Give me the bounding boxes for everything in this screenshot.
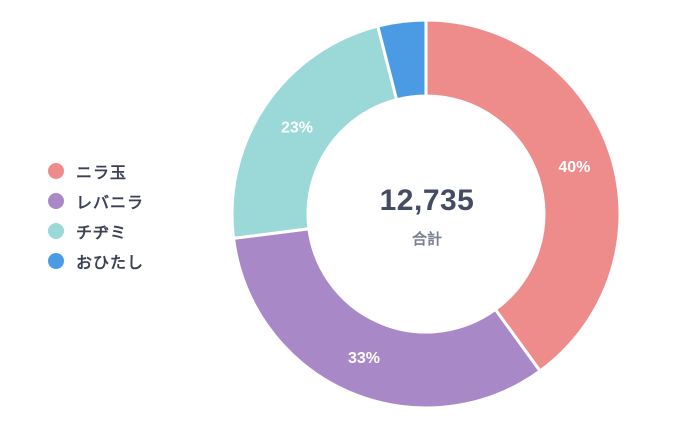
center-total: 12,735 xyxy=(379,184,475,217)
donut-slice xyxy=(375,18,428,102)
legend-label: チヂミ xyxy=(76,223,128,242)
slice-percent-label: 40% xyxy=(558,159,590,176)
legend-item-chijimi: チヂミ xyxy=(48,220,144,242)
legend-label: ニラ玉 xyxy=(76,163,128,182)
legend-item-reba-nira: レバニラ xyxy=(48,190,144,212)
slice-percent-label: 23% xyxy=(281,119,313,136)
legend-swatch xyxy=(48,193,64,209)
slice-percent-label: 33% xyxy=(348,350,380,367)
legend-item-nira-tama: ニラ玉 xyxy=(48,160,144,182)
center-label: 合計 xyxy=(411,230,442,248)
legend-swatch xyxy=(48,163,64,179)
legend-item-ohitashi: おひたし xyxy=(48,250,144,272)
donut-slice xyxy=(230,24,399,240)
donut-slice xyxy=(424,18,622,374)
legend-label: レバニラ xyxy=(76,193,145,212)
legend-label: おひたし xyxy=(76,253,145,272)
legend: ニラ玉 レバニラ チヂミ おひたし xyxy=(48,160,144,272)
legend-swatch xyxy=(48,253,64,269)
legend-swatch xyxy=(48,223,64,239)
donut-slice xyxy=(231,227,543,410)
